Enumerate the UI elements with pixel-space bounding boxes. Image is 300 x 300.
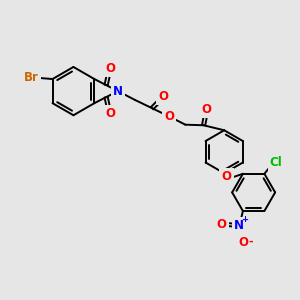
Text: O: O (217, 218, 227, 231)
Text: N: N (234, 219, 244, 232)
Text: O: O (106, 62, 116, 75)
Text: +: + (241, 215, 248, 224)
Text: O: O (106, 107, 116, 120)
Text: O: O (164, 110, 174, 123)
Text: O: O (158, 90, 168, 103)
Text: Cl: Cl (270, 155, 283, 169)
Text: -: - (249, 237, 254, 247)
Text: O: O (238, 236, 248, 249)
Text: N: N (113, 85, 123, 98)
Text: Br: Br (24, 71, 39, 84)
Text: O: O (202, 103, 212, 116)
Text: O: O (222, 170, 232, 183)
